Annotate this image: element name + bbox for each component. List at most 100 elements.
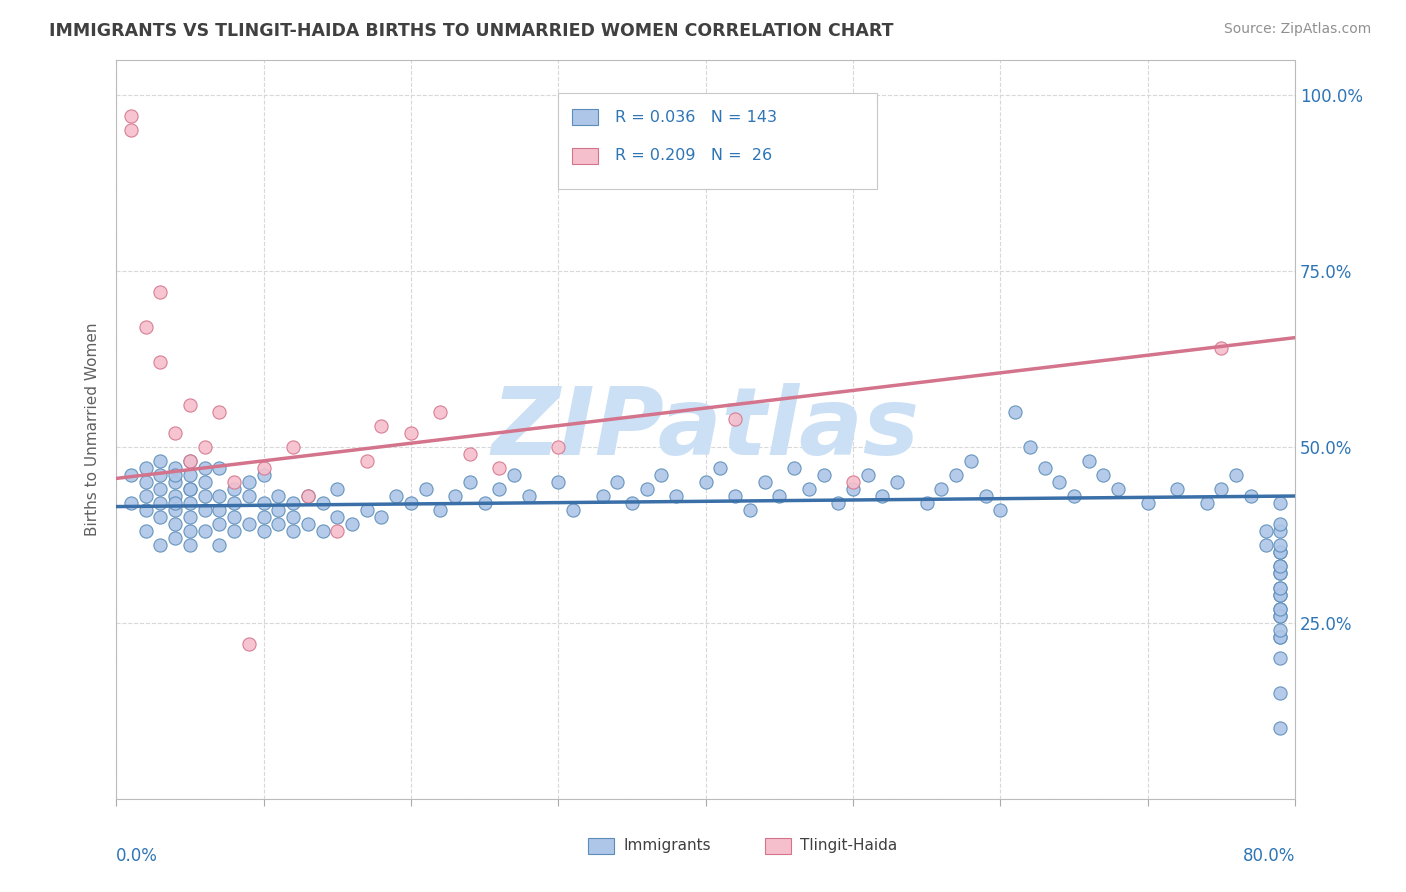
- Point: [724, 489, 747, 503]
- Point: [165, 531, 187, 545]
- Point: [547, 440, 569, 454]
- Point: [179, 510, 201, 524]
- Point: [547, 475, 569, 489]
- Point: [135, 475, 157, 489]
- Point: [797, 482, 820, 496]
- Point: [738, 503, 761, 517]
- Point: [224, 524, 246, 539]
- Point: [340, 517, 363, 532]
- Point: [194, 475, 217, 489]
- Point: [165, 496, 187, 510]
- Point: [120, 496, 142, 510]
- Point: [356, 454, 378, 468]
- Point: [1270, 559, 1292, 574]
- Point: [827, 496, 849, 510]
- Point: [224, 482, 246, 496]
- Point: [1270, 623, 1292, 637]
- Point: [326, 510, 349, 524]
- Point: [488, 482, 510, 496]
- Point: [370, 418, 392, 433]
- Point: [194, 489, 217, 503]
- Point: [149, 467, 172, 482]
- Point: [149, 482, 172, 496]
- Point: [458, 475, 481, 489]
- Point: [872, 489, 894, 503]
- Text: 0.0%: 0.0%: [117, 847, 157, 865]
- Point: [135, 489, 157, 503]
- Point: [1195, 496, 1218, 510]
- Point: [267, 503, 290, 517]
- Point: [297, 517, 319, 532]
- Point: [238, 475, 260, 489]
- Point: [165, 461, 187, 475]
- Point: [1270, 630, 1292, 644]
- FancyBboxPatch shape: [572, 147, 599, 164]
- Point: [399, 496, 422, 510]
- Point: [1270, 608, 1292, 623]
- Point: [135, 461, 157, 475]
- Point: [149, 285, 172, 299]
- Text: R = 0.036   N = 143: R = 0.036 N = 143: [614, 110, 778, 125]
- Point: [135, 524, 157, 539]
- Point: [1270, 524, 1292, 539]
- Point: [1211, 482, 1233, 496]
- Point: [149, 510, 172, 524]
- Text: R = 0.209   N =  26: R = 0.209 N = 26: [614, 148, 772, 163]
- Point: [1092, 467, 1115, 482]
- Point: [179, 496, 201, 510]
- Point: [636, 482, 658, 496]
- Point: [311, 496, 333, 510]
- Point: [208, 461, 231, 475]
- Point: [1240, 489, 1263, 503]
- Point: [252, 496, 274, 510]
- Point: [311, 524, 333, 539]
- Point: [252, 524, 274, 539]
- Point: [1270, 496, 1292, 510]
- Point: [474, 496, 496, 510]
- Point: [297, 489, 319, 503]
- Point: [1004, 404, 1026, 418]
- Point: [179, 538, 201, 552]
- Point: [267, 489, 290, 503]
- Point: [135, 320, 157, 334]
- Point: [415, 482, 437, 496]
- Point: [1270, 588, 1292, 602]
- Point: [562, 503, 585, 517]
- Text: 80.0%: 80.0%: [1243, 847, 1295, 865]
- Point: [281, 524, 304, 539]
- Point: [945, 467, 967, 482]
- Point: [1270, 559, 1292, 574]
- Point: [1270, 686, 1292, 700]
- Point: [606, 475, 628, 489]
- Point: [165, 475, 187, 489]
- Point: [1270, 721, 1292, 735]
- Point: [267, 517, 290, 532]
- Point: [842, 475, 865, 489]
- Point: [208, 489, 231, 503]
- Point: [695, 475, 717, 489]
- Point: [281, 496, 304, 510]
- Point: [238, 517, 260, 532]
- Point: [1270, 651, 1292, 665]
- Point: [252, 461, 274, 475]
- Text: ZIPatlas: ZIPatlas: [492, 384, 920, 475]
- Point: [665, 489, 688, 503]
- Point: [1225, 467, 1247, 482]
- Point: [224, 510, 246, 524]
- Point: [326, 524, 349, 539]
- Point: [1270, 581, 1292, 595]
- Point: [165, 467, 187, 482]
- Point: [1136, 496, 1159, 510]
- Point: [179, 482, 201, 496]
- Point: [224, 475, 246, 489]
- Point: [149, 496, 172, 510]
- Point: [194, 524, 217, 539]
- Point: [120, 467, 142, 482]
- Point: [1270, 630, 1292, 644]
- Point: [1254, 538, 1277, 552]
- Point: [179, 467, 201, 482]
- Point: [1166, 482, 1188, 496]
- Point: [974, 489, 997, 503]
- Point: [356, 503, 378, 517]
- Point: [1270, 545, 1292, 559]
